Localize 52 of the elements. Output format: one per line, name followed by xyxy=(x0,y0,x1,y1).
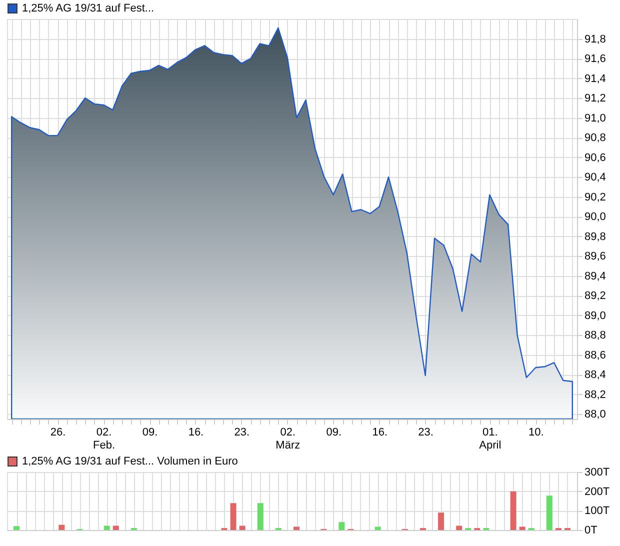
bar xyxy=(239,526,246,530)
bar xyxy=(510,491,516,530)
y-tick-label: 100T xyxy=(584,505,610,518)
bar xyxy=(294,526,300,530)
bar xyxy=(519,526,526,530)
legend-label: 1,25% AG 19/31 auf Fest... Volumen in Euro xyxy=(22,456,238,468)
x-tick-label: 26. xyxy=(50,426,66,438)
y-tick-label: 0T xyxy=(584,524,598,536)
legend-label: 1,25% AG 19/31 auf Fest... xyxy=(22,2,154,14)
y-tick-label: 91,6 xyxy=(584,53,606,66)
bar xyxy=(112,526,119,530)
x-tick-label: 16. xyxy=(372,426,388,438)
y-tick-label: 88,6 xyxy=(584,349,606,362)
y-tick-label: 89,4 xyxy=(584,270,606,282)
y-tick-label: 89,2 xyxy=(584,290,606,302)
y-tick-label: 90,8 xyxy=(584,132,606,144)
bar xyxy=(104,526,110,530)
bar xyxy=(374,526,381,530)
y-tick-label: 89,8 xyxy=(584,230,606,243)
bar xyxy=(230,503,236,530)
y-tick-label: 90,2 xyxy=(584,191,606,204)
y-tick-label: 88,0 xyxy=(584,408,606,421)
bar xyxy=(546,496,552,530)
y-tick-label: 300T xyxy=(584,466,610,478)
y-tick-label: 89,0 xyxy=(584,310,606,322)
bar xyxy=(14,526,20,530)
y-tick-label: 200T xyxy=(584,486,610,498)
bar xyxy=(456,526,462,530)
x-tick-label: 02. Feb. xyxy=(93,426,116,452)
y-tick-label: 91,2 xyxy=(584,92,606,105)
y-tick-label: 91,4 xyxy=(584,72,606,85)
bar xyxy=(338,522,345,530)
y-tick-label: 89,6 xyxy=(584,250,606,263)
x-tick-label: 23. xyxy=(234,426,250,438)
y-tick-label: 91,0 xyxy=(584,112,606,124)
bar xyxy=(438,512,444,530)
y-tick-label: 90,4 xyxy=(584,172,606,184)
x-tick-label: 16. xyxy=(188,426,204,438)
y-tick-label: 88,4 xyxy=(584,369,606,382)
y-tick-label: 91,8 xyxy=(584,33,606,46)
y-tick-label: 88,8 xyxy=(584,330,606,342)
x-tick-label: 02. März xyxy=(276,426,300,452)
y-tick-label: 90,0 xyxy=(584,211,606,224)
y-tick-label: 90,6 xyxy=(584,152,606,164)
x-tick-label: 23. xyxy=(418,426,434,438)
x-tick-label: 09. xyxy=(326,426,342,438)
bar xyxy=(257,503,264,530)
x-tick-label: 01. April xyxy=(479,426,502,452)
bar xyxy=(58,524,65,530)
y-tick-label: 88,2 xyxy=(584,388,606,401)
x-tick-label: 09. xyxy=(142,426,158,438)
x-tick-label: 10. xyxy=(528,426,544,438)
